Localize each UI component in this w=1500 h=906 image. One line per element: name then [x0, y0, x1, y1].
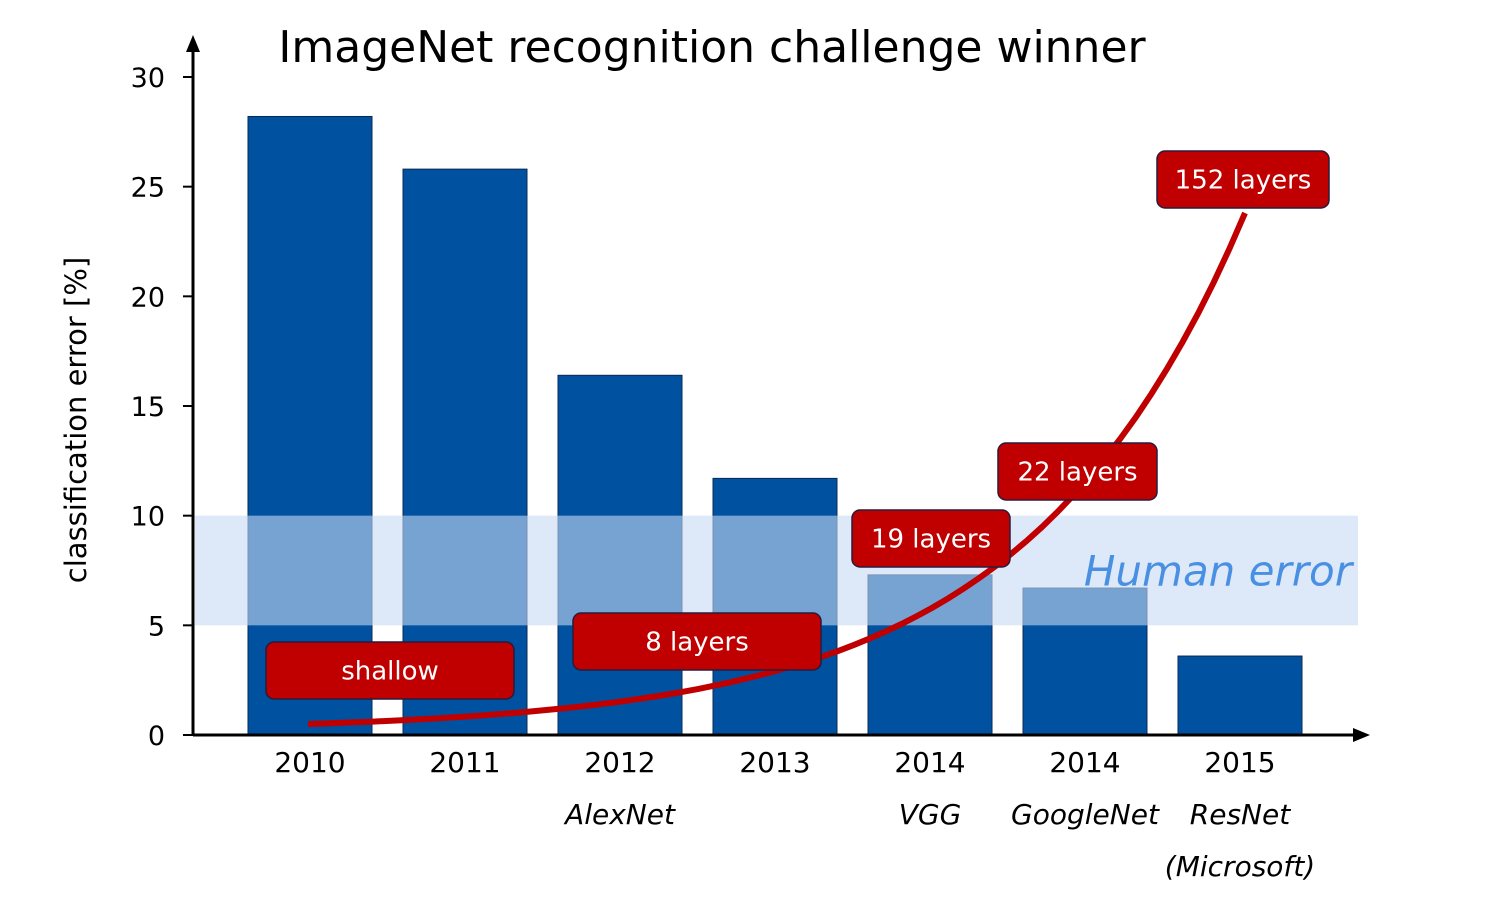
callout-label: 8 layers — [645, 628, 749, 658]
y-tick-label: 5 — [148, 611, 165, 642]
callout-label: 22 layers — [1017, 458, 1137, 488]
y-tick-label: 10 — [131, 502, 165, 533]
callout-label: shallow — [341, 657, 439, 687]
x-labels: 2010 2011 2012 AlexNet 2013 2014 VGG 2014 Google… — [274, 746, 1315, 883]
callout-box — [1156, 150, 1330, 209]
x-tick-label: 2013 — [739, 746, 810, 779]
y-tick-label: 15 — [131, 392, 165, 423]
human-error-label: Human error — [1084, 547, 1355, 596]
x-sublabel: (Microsoft) — [1165, 850, 1315, 883]
x-tick-label: 2015 — [1204, 746, 1275, 779]
x-tick-label: 2010 — [274, 746, 345, 779]
x-tick-label: 2014 — [1049, 746, 1120, 779]
axes — [186, 35, 1370, 742]
y-tick-label: 25 — [131, 173, 165, 204]
x-sublabel: GoogleNet — [1011, 798, 1160, 831]
callout-box — [851, 509, 1011, 568]
human-error-band — [195, 515, 1358, 626]
y-axis-arrow — [186, 35, 200, 52]
callout-box — [572, 612, 822, 671]
y-tick-label: 0 — [148, 721, 165, 752]
chart-title: ImageNet recognition challenge winner — [278, 22, 1146, 73]
x-tick-label: 2012 — [584, 746, 655, 779]
callouts: shallow 8 layers 19 layers 22 layers 152 lay… — [265, 150, 1330, 700]
x-axis-arrow — [1353, 728, 1370, 742]
bar — [247, 115, 373, 736]
x-sublabel: ResNet — [1190, 798, 1291, 831]
y-axis-label: classification error [%] — [59, 257, 93, 583]
x-sublabel: VGG — [899, 798, 962, 831]
x-tick-label: 2011 — [429, 746, 500, 779]
bar — [402, 168, 528, 736]
x-tick-label: 2014 — [894, 746, 965, 779]
y-ticks: 0 5 10 15 20 25 30 — [131, 63, 193, 752]
callout-label: 19 layers — [871, 525, 991, 555]
callout-box — [997, 442, 1158, 501]
callout-label: 152 layers — [1175, 166, 1312, 196]
bar — [1177, 655, 1303, 736]
x-sublabel: AlexNet — [563, 798, 676, 831]
y-tick-label: 20 — [131, 282, 165, 313]
y-tick-label: 30 — [131, 63, 165, 94]
callout-box — [265, 641, 515, 700]
